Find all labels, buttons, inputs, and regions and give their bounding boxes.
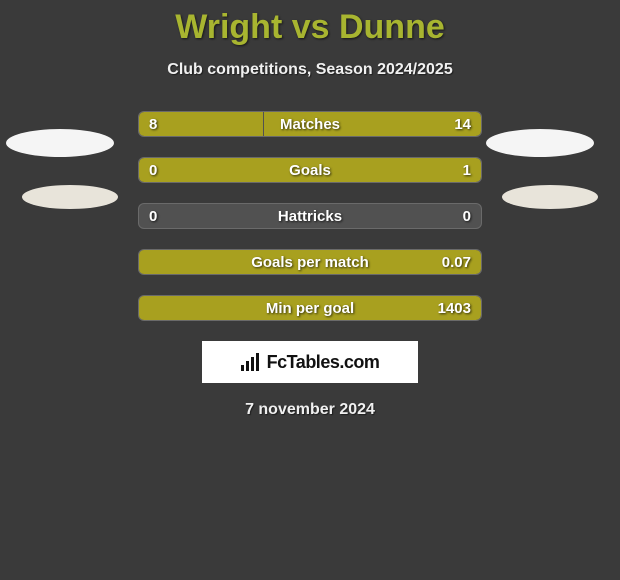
stat-value-right: 0.07 [442,250,471,274]
season-subtitle: Club competitions, Season 2024/2025 [0,61,620,79]
placeholder-ellipse [502,185,598,209]
placeholder-ellipse [6,129,114,157]
stat-label: Min per goal [139,296,481,320]
logo-text: FcTables.com [267,352,380,373]
chart-icon [241,353,263,371]
stat-label: Goals per match [139,250,481,274]
date-text: 7 november 2024 [0,401,620,419]
page-title: Wright vs Dunne [0,0,620,47]
stat-row: Goals per match0.07 [138,249,482,275]
stat-label: Goals [139,158,481,182]
stat-label: Hattricks [139,204,481,228]
stat-row: 0Hattricks0 [138,203,482,229]
stat-row: Min per goal1403 [138,295,482,321]
placeholder-ellipse [22,185,118,209]
stat-row: 8Matches14 [138,111,482,137]
site-logo: FcTables.com [241,352,380,373]
logo-box: FcTables.com [202,341,418,383]
placeholder-ellipse [486,129,594,157]
stat-value-right: 1403 [438,296,471,320]
stat-value-right: 14 [454,112,471,136]
stats-area: 8Matches140Goals10Hattricks0Goals per ma… [0,111,620,321]
stat-value-right: 0 [463,204,471,228]
stat-value-right: 1 [463,158,471,182]
stat-label: Matches [139,112,481,136]
stat-row: 0Goals1 [138,157,482,183]
